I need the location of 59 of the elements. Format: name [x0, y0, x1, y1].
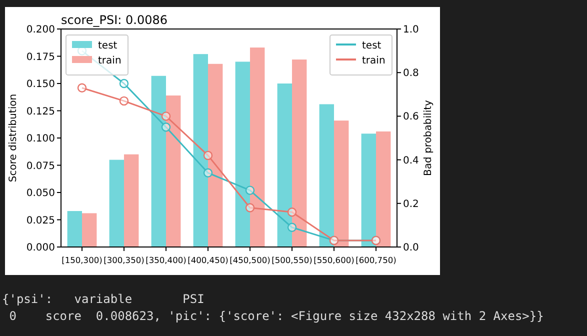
y-tick-label: 0.200 — [26, 24, 55, 36]
bar — [361, 134, 376, 247]
bar — [193, 54, 208, 247]
bar — [376, 131, 391, 247]
y2-tick-label: 1.0 — [403, 24, 419, 36]
point — [287, 222, 297, 232]
bar — [208, 64, 223, 247]
y-tick-label: 0.050 — [26, 188, 55, 199]
y2-tick-label: 0.8 — [403, 68, 419, 80]
y-tick-label: 0.125 — [26, 106, 55, 118]
point — [161, 122, 171, 132]
bar — [82, 213, 97, 247]
y2-tick-label: 0.4 — [403, 155, 419, 166]
point — [245, 203, 255, 212]
y2-tick-label: 0.2 — [403, 198, 419, 210]
x-tick-label: [400,450) — [188, 255, 228, 265]
legend-label: test — [98, 40, 118, 52]
y-tick-label: 0.150 — [26, 79, 55, 90]
y-tick-label: 0.000 — [26, 242, 55, 254]
bar — [67, 211, 82, 247]
bar — [151, 76, 166, 247]
point — [203, 168, 213, 178]
bar — [250, 48, 265, 247]
point — [245, 186, 255, 195]
bar — [334, 120, 349, 247]
bar — [292, 60, 307, 247]
point — [77, 83, 87, 92]
y2-axis-title: Bad probability — [423, 100, 434, 176]
bar — [124, 154, 139, 247]
legend-label: train — [98, 56, 122, 66]
point — [203, 150, 213, 160]
x-tick-label: [150,300) — [62, 255, 102, 265]
x-tick-label: [300,350) — [104, 255, 144, 265]
x-tick-label: [350,400) — [146, 255, 186, 265]
x-tick-label: [450,500) — [230, 255, 270, 265]
chart-title: score_PSI: 0.0086 — [61, 13, 168, 27]
y-tick-label: 0.100 — [26, 134, 55, 144]
bar — [319, 104, 334, 247]
text: 0 score 0.008623, 'pic': {'score': <Figure size 432x288 with 2 Axes>}} — [2, 309, 544, 323]
x-tick-label: [500,550) — [272, 255, 312, 265]
point — [161, 112, 171, 121]
x-tick-label: [550,600) — [314, 255, 354, 265]
text: {'psi': variable PSI — [2, 292, 204, 306]
bar — [277, 84, 292, 247]
y-tick-label: 0.025 — [26, 215, 55, 226]
y-axis-title: Score distribution — [8, 94, 19, 182]
legend-label: train — [362, 56, 386, 66]
bar — [235, 62, 250, 247]
bar — [109, 160, 124, 247]
point — [119, 78, 129, 88]
y2-tick-label: 0.6 — [403, 112, 419, 123]
legend-label: test — [362, 40, 382, 52]
point — [287, 208, 297, 217]
y-tick-label: 0.075 — [26, 160, 55, 172]
y-tick-label: 0.175 — [26, 52, 55, 63]
point — [119, 96, 129, 106]
x-tick-label: [600,750) — [356, 255, 396, 265]
y2-tick-label: 0.0 — [403, 242, 419, 254]
bar — [166, 95, 181, 247]
